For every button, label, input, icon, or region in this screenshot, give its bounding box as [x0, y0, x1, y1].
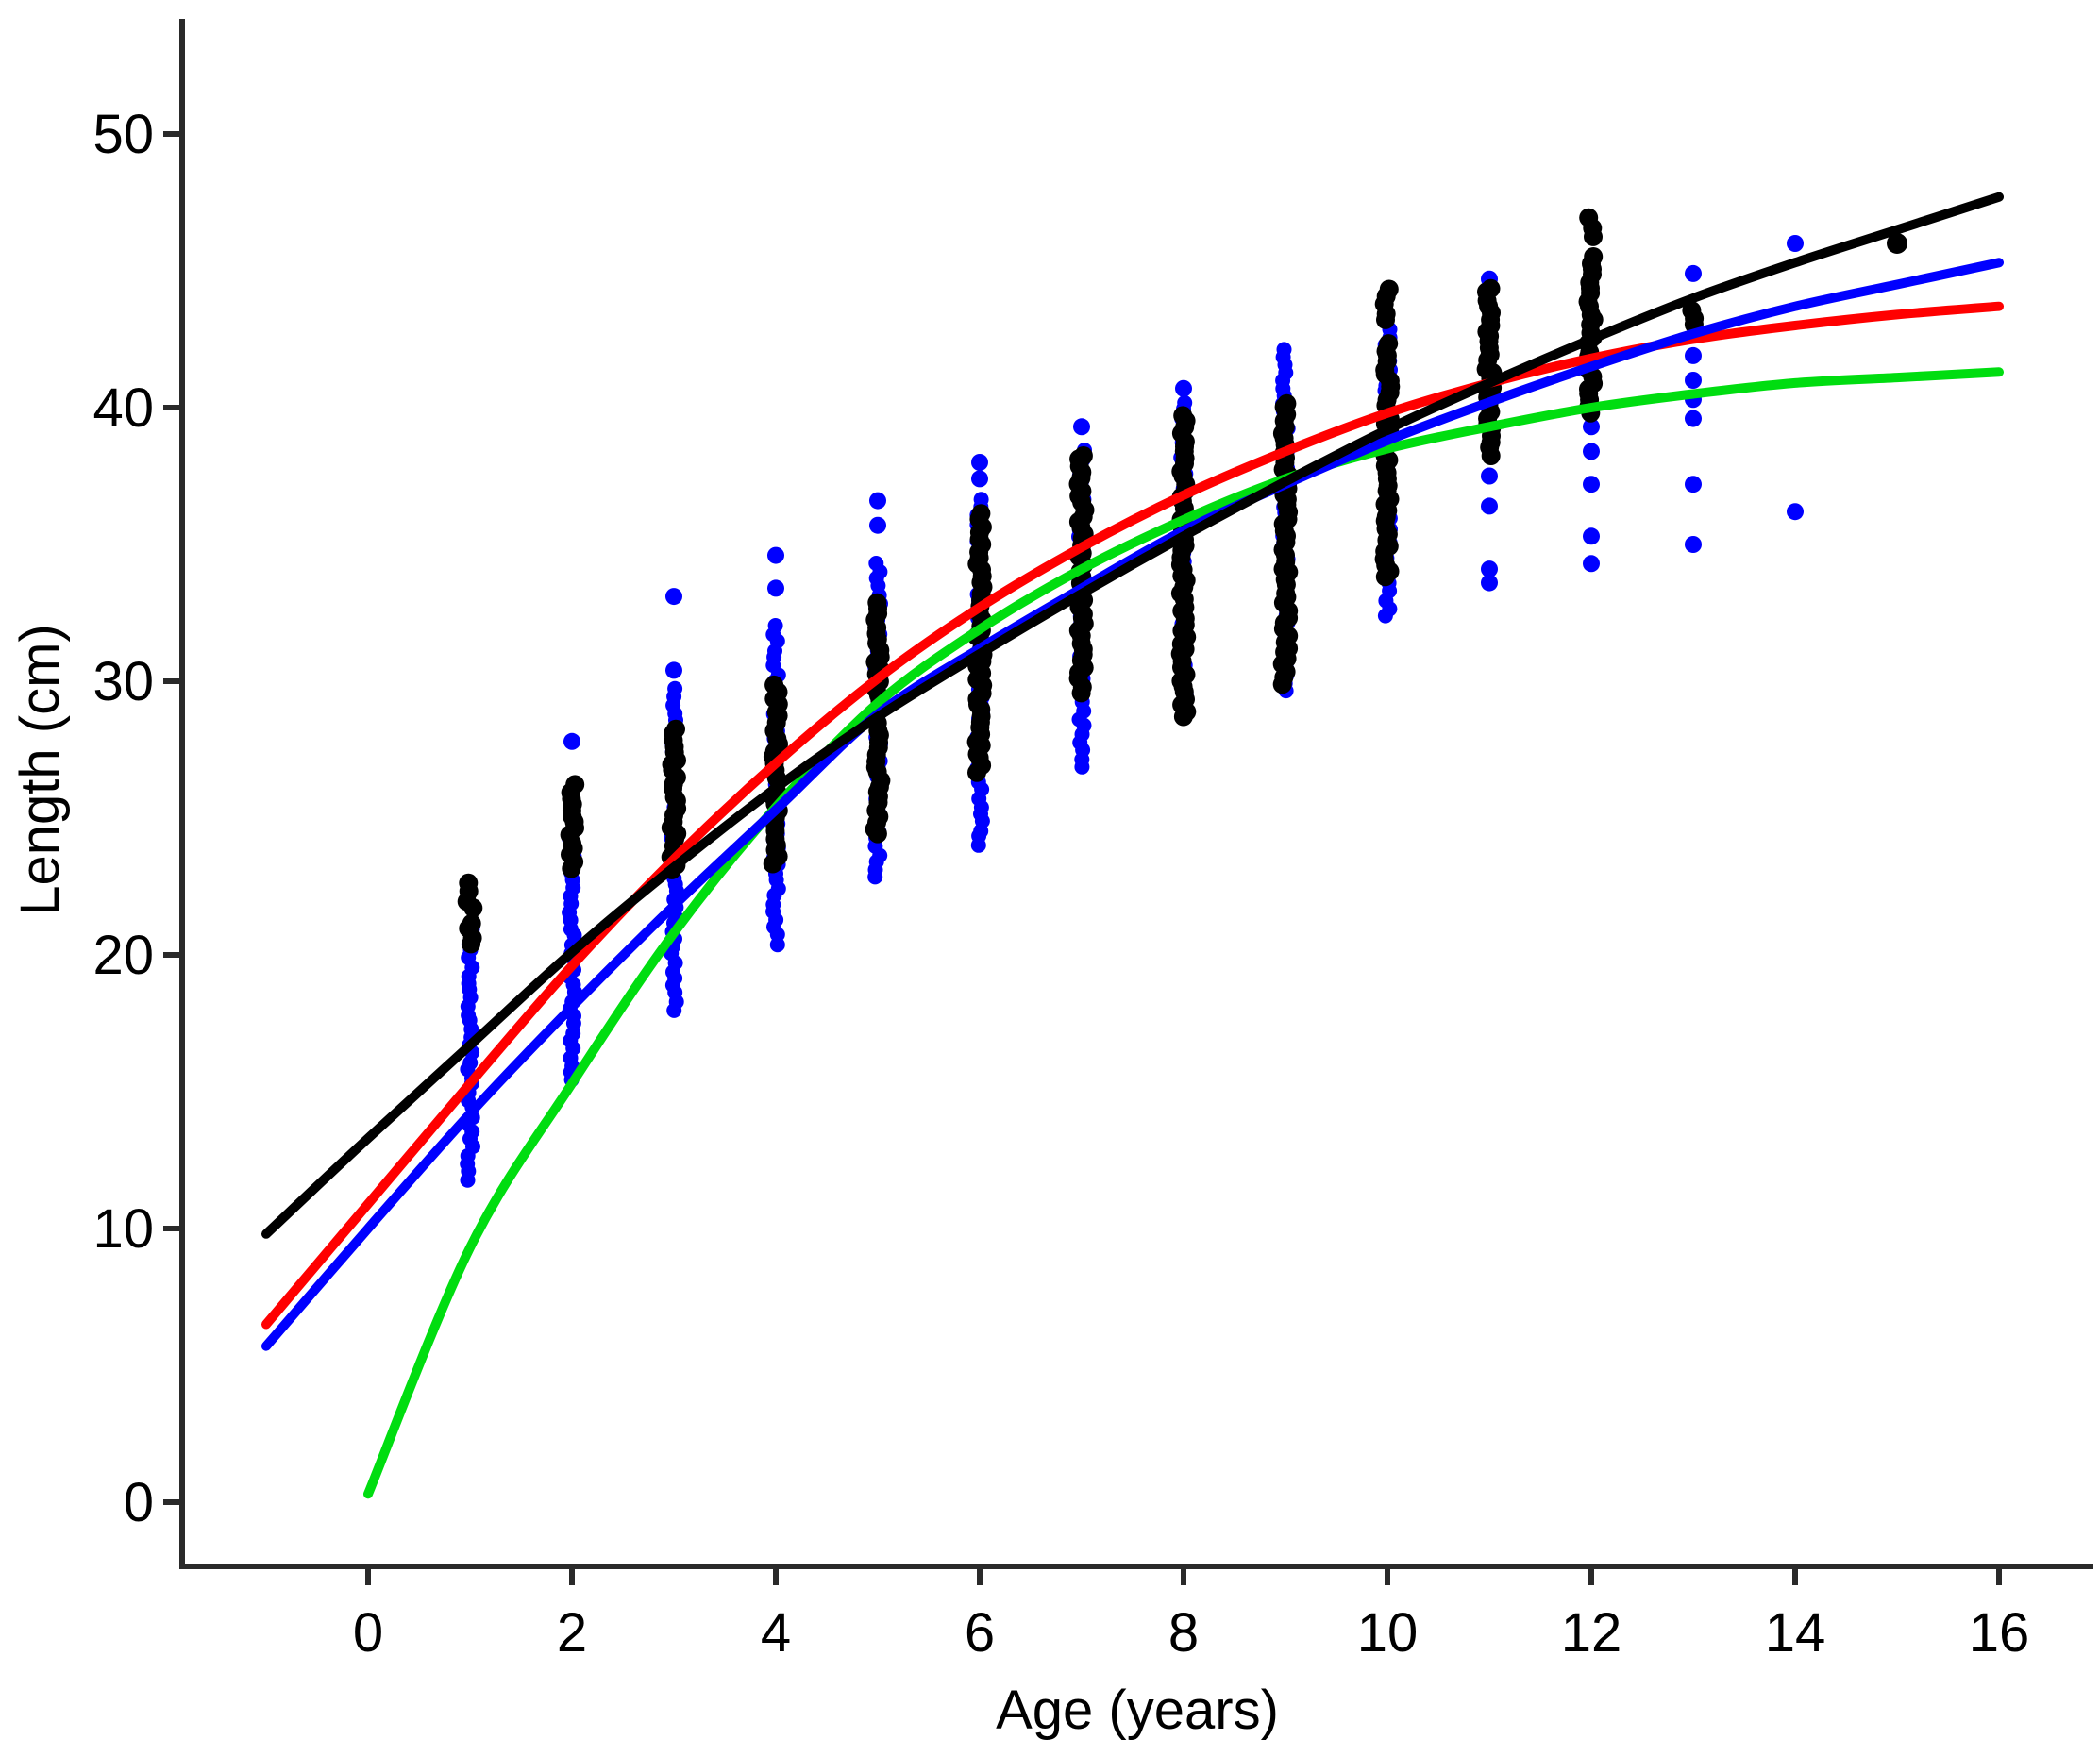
scatter-point: [1685, 264, 1702, 282]
scatter-point: [767, 579, 784, 597]
scatter-point: [1481, 467, 1498, 485]
scatter-point: [1173, 406, 1193, 426]
x-tick-label: 4: [761, 1602, 791, 1664]
scatter-point: [565, 775, 585, 794]
scatter-point: [1481, 574, 1498, 592]
scatter-point: [1583, 443, 1600, 460]
scatter-point: [1583, 555, 1600, 573]
observed-lengths-blue-sample--group: [460, 235, 1804, 1188]
scatter-point: [869, 516, 886, 534]
x-axis-title: Age (years): [996, 1680, 1279, 1741]
y-tick-label: 20: [92, 925, 154, 986]
scatter-point: [1787, 503, 1804, 521]
scatter-point: [666, 719, 685, 739]
x-tick-label: 16: [1969, 1602, 2030, 1664]
green-growth-curve: [363, 367, 2004, 1499]
y-tick-label: 0: [124, 1472, 154, 1533]
scatter-point: [1584, 247, 1604, 266]
y-tick-label: 50: [92, 104, 154, 165]
blue-growth-curve: [261, 258, 2004, 1351]
scatter-point: [1579, 208, 1599, 227]
scatter-point: [1682, 301, 1702, 321]
scatter-point: [563, 732, 580, 750]
red-growth-curve: [261, 301, 2004, 1330]
scatter-point: [1073, 418, 1090, 436]
scatter-point: [1685, 372, 1702, 389]
scatter-point: [1481, 497, 1498, 515]
observed-lengths-black-sample--group: [457, 208, 1907, 954]
scatter-point: [1787, 235, 1804, 252]
x-tick-label: 2: [557, 1602, 587, 1664]
scatter-point: [1073, 446, 1093, 465]
scatter-point: [1379, 279, 1399, 299]
scatter-point: [867, 593, 887, 612]
scatter-point: [667, 680, 683, 696]
scatter-point: [462, 913, 481, 933]
scatter-point: [1685, 346, 1702, 364]
scatter-point: [764, 675, 784, 694]
scatter-points-layer: [457, 208, 1907, 1188]
y-tick-label: 30: [92, 651, 154, 712]
scatter-point: [459, 873, 479, 893]
scatter-point: [971, 470, 988, 488]
scatter-point: [1276, 342, 1292, 358]
scatter-point: [767, 546, 784, 564]
scatter-point: [869, 492, 886, 510]
scatter-point: [868, 556, 884, 571]
x-tick-label: 14: [1765, 1602, 1826, 1664]
scatter-point: [665, 661, 682, 679]
scatter-point: [1583, 476, 1600, 493]
scatter-point: [973, 492, 989, 508]
x-tick-label: 6: [965, 1602, 995, 1664]
scatter-point: [971, 454, 988, 471]
black-growth-curve: [261, 192, 2004, 1239]
scatter-point: [1277, 393, 1297, 413]
fitted-curves-layer: [261, 192, 2004, 1499]
y-axis-title: Length (cm): [9, 624, 71, 915]
x-tick-label: 8: [1168, 1602, 1199, 1664]
scatter-point: [1175, 379, 1192, 397]
scatter-point: [1379, 334, 1399, 354]
y-tick-label: 10: [92, 1198, 154, 1260]
scatter-point: [665, 588, 682, 606]
x-tick-label: 10: [1357, 1602, 1419, 1664]
scatter-point: [1583, 527, 1600, 545]
scatter-point: [1583, 418, 1600, 436]
axes-layer: 0 10 20 30 40 50 0 2 4 6 8 10 12 14 16: [92, 19, 2093, 1664]
x-tick-label: 0: [353, 1602, 383, 1664]
scatter-point: [971, 504, 991, 524]
scatter-point: [1685, 410, 1702, 427]
x-tick-label: 12: [1561, 1602, 1622, 1664]
scatter-point: [1887, 233, 1907, 254]
y-tick-label: 40: [92, 377, 154, 439]
scatter-point: [1685, 536, 1702, 553]
scatter-point: [1685, 476, 1702, 493]
scatter-point: [767, 618, 783, 633]
scatter-point: [1481, 278, 1501, 298]
scatter-point: [1481, 560, 1498, 578]
